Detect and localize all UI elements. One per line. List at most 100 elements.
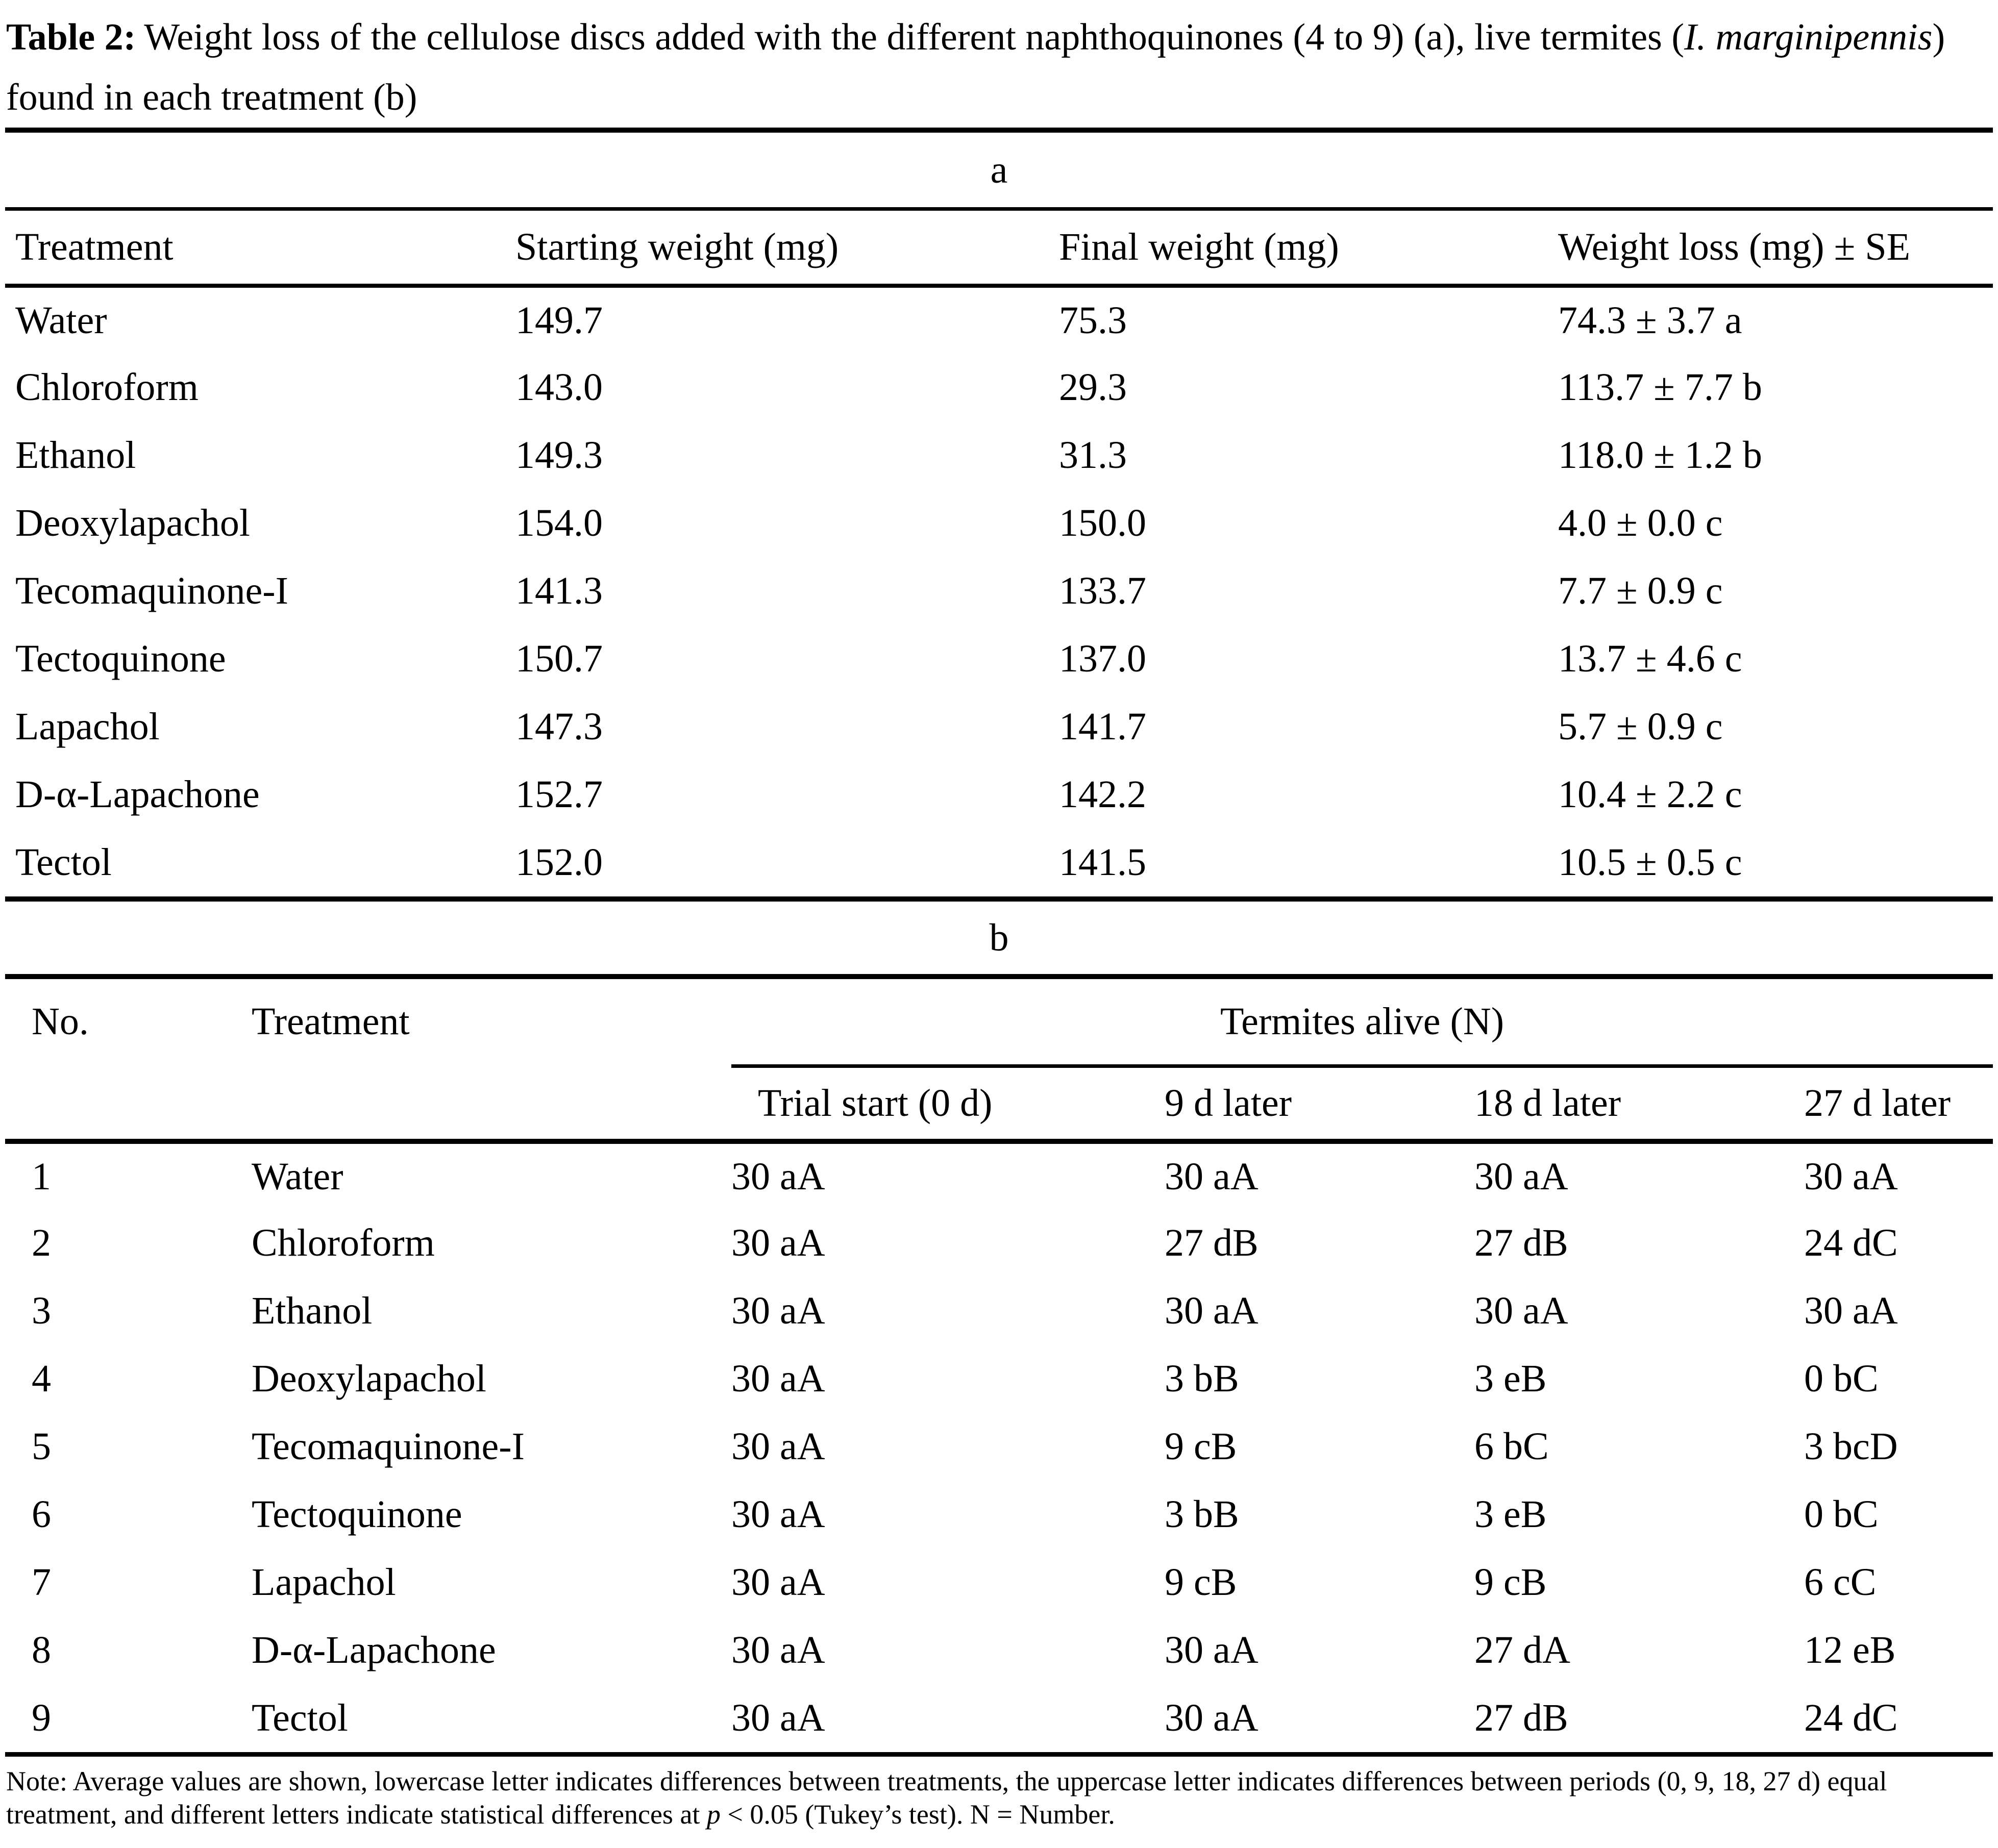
table-row: Water 149.7 75.3 74.3 ± 3.7 a xyxy=(5,286,1993,354)
horizontal-rule-table-b-bottom xyxy=(5,1752,1993,1757)
cell-starting-weight: 143.0 xyxy=(515,366,603,409)
cell-27d: 6 cC xyxy=(1804,1561,1877,1604)
cell-9d: 30 aA xyxy=(1165,1289,1259,1332)
cell-weight-loss: 13.7 ± 4.6 c xyxy=(1558,637,1742,680)
column-header-no: No. xyxy=(5,979,252,1144)
cell-weight-loss: 113.7 ± 7.7 b xyxy=(1558,366,1762,409)
cell-18d: 27 dB xyxy=(1474,1221,1568,1264)
column-header-27d: 27 d later xyxy=(1804,1066,1993,1144)
cell-final-weight: 142.2 xyxy=(1059,773,1146,816)
cell-treatment: Tecomaquinone-I xyxy=(15,569,288,612)
cell-treatment: Tecomaquinone-I xyxy=(252,1425,525,1468)
cell-27d: 3 bcD xyxy=(1804,1425,1898,1468)
cell-18d: 6 bC xyxy=(1474,1425,1549,1468)
cell-starting-weight: 150.7 xyxy=(515,637,603,680)
cell-trial-start: 30 aA xyxy=(731,1155,825,1198)
table-row: Tectol 152.0 141.5 10.5 ± 0.5 c xyxy=(5,829,1993,896)
table-row: Chloroform 143.0 29.3 113.7 ± 7.7 b xyxy=(5,354,1993,421)
cell-final-weight: 31.3 xyxy=(1059,434,1127,477)
table-a: Treatment Starting weight (mg) Final wei… xyxy=(5,211,1993,896)
cell-weight-loss: 10.4 ± 2.2 c xyxy=(1558,773,1742,816)
horizontal-rule-section-b xyxy=(5,974,1993,979)
table-row: 7 Lapachol 30 aA 9 cB 9 cB 6 cC xyxy=(5,1549,1993,1616)
table-row: 8 D-α-Lapachone 30 aA 30 aA 27 dA 12 eB xyxy=(5,1616,1993,1684)
cell-18d: 30 aA xyxy=(1474,1155,1568,1198)
horizontal-rule-section-a xyxy=(5,207,1993,211)
cell-weight-loss: 4.0 ± 0.0 c xyxy=(1558,502,1723,544)
cell-18d: 30 aA xyxy=(1474,1289,1568,1332)
cell-weight-loss: 74.3 ± 3.7 a xyxy=(1558,299,1742,342)
column-header-trial-start: Trial start (0 d) xyxy=(731,1066,1165,1144)
footnote-text-2: < 0.05 (Tukey’s test). N = Number. xyxy=(720,1799,1115,1830)
cell-starting-weight: 149.3 xyxy=(515,434,603,477)
table-caption-text-2: ) found in each treatment (b) xyxy=(6,16,1945,118)
cell-27d: 0 bC xyxy=(1804,1493,1879,1536)
cell-starting-weight: 149.7 xyxy=(515,299,603,342)
cell-9d: 9 cB xyxy=(1165,1425,1237,1468)
column-header-treatment: Treatment xyxy=(5,211,505,288)
table-row: 5 Tecomaquinone-I 30 aA 9 cB 6 bC 3 bcD xyxy=(5,1413,1993,1481)
column-header-final-weight: Final weight (mg) xyxy=(1049,211,1548,288)
cell-9d: 30 aA xyxy=(1165,1696,1259,1739)
cell-trial-start: 30 aA xyxy=(731,1357,825,1400)
cell-treatment: Ethanol xyxy=(252,1289,373,1332)
table-b-subheader-row: Trial start (0 d) 9 d later 18 d later 2… xyxy=(5,1066,1993,1144)
cell-trial-start: 30 aA xyxy=(731,1696,825,1739)
cell-9d: 30 aA xyxy=(1165,1629,1259,1671)
cell-treatment: Chloroform xyxy=(15,366,199,409)
cell-18d: 3 eB xyxy=(1474,1493,1547,1536)
table-b: No. Treatment Termites alive (N) Trial s… xyxy=(5,979,1993,1752)
table-caption-number: Table 2: xyxy=(6,16,136,58)
table-b-header-row: No. Treatment Termites alive (N) xyxy=(5,979,1993,1144)
cell-27d: 24 dC xyxy=(1804,1221,1898,1264)
cell-27d: 12 eB xyxy=(1804,1629,1896,1671)
cell-no: 9 xyxy=(32,1696,51,1739)
cell-18d: 9 cB xyxy=(1474,1561,1547,1604)
table-row: Tectoquinone 150.7 137.0 13.7 ± 4.6 c xyxy=(5,625,1993,693)
cell-treatment: D-α-Lapachone xyxy=(15,773,260,816)
table-row: 2 Chloroform 30 aA 27 dB 27 dB 24 dC xyxy=(5,1209,1993,1277)
column-group-header-termites-alive: Termites alive (N) xyxy=(731,979,1993,1068)
cell-final-weight: 133.7 xyxy=(1059,569,1146,612)
column-header-18d: 18 d later xyxy=(1474,1066,1804,1144)
cell-trial-start: 30 aA xyxy=(731,1221,825,1264)
cell-trial-start: 30 aA xyxy=(731,1289,825,1332)
cell-weight-loss: 10.5 ± 0.5 c xyxy=(1558,841,1742,884)
cell-treatment: Tectol xyxy=(15,841,112,884)
table-row: 9 Tectol 30 aA 30 aA 27 dB 24 dC xyxy=(5,1684,1993,1752)
column-header-starting-weight: Starting weight (mg) xyxy=(505,211,1049,288)
cell-no: 5 xyxy=(32,1425,51,1468)
cell-trial-start: 30 aA xyxy=(731,1425,825,1468)
cell-no: 1 xyxy=(32,1155,51,1198)
cell-27d: 0 bC xyxy=(1804,1357,1879,1400)
table-a-header-row: Treatment Starting weight (mg) Final wei… xyxy=(5,211,1993,288)
cell-treatment: Ethanol xyxy=(15,434,136,477)
cell-treatment: Tectol xyxy=(252,1696,348,1739)
horizontal-rule-top xyxy=(5,128,1993,133)
table-row: Tecomaquinone-I 141.3 133.7 7.7 ± 0.9 c xyxy=(5,557,1993,625)
cell-starting-weight: 154.0 xyxy=(515,502,603,544)
cell-27d: 30 aA xyxy=(1804,1155,1898,1198)
cell-final-weight: 137.0 xyxy=(1059,637,1146,680)
cell-no: 2 xyxy=(32,1221,51,1264)
cell-final-weight: 150.0 xyxy=(1059,502,1146,544)
cell-9d: 3 bB xyxy=(1165,1357,1239,1400)
table-row: Lapachol 147.3 141.7 5.7 ± 0.9 c xyxy=(5,693,1993,761)
table-caption: Table 2: Weight loss of the cellulose dis… xyxy=(5,0,1993,128)
cell-treatment: Tectoquinone xyxy=(15,637,226,680)
cell-final-weight: 75.3 xyxy=(1059,299,1127,342)
cell-treatment: Chloroform xyxy=(252,1221,435,1264)
cell-treatment: Water xyxy=(252,1155,343,1198)
cell-starting-weight: 147.3 xyxy=(515,705,603,748)
cell-treatment: Deoxylapachol xyxy=(252,1357,487,1400)
column-header-treatment: Treatment xyxy=(252,979,731,1144)
cell-9d: 27 dB xyxy=(1165,1221,1259,1264)
species-name: I. marginipennis xyxy=(1684,16,1933,58)
cell-weight-loss: 5.7 ± 0.9 c xyxy=(1558,705,1723,748)
cell-trial-start: 30 aA xyxy=(731,1629,825,1671)
table-row: 1 Water 30 aA 30 aA 30 aA 30 aA xyxy=(5,1141,1993,1209)
section-a-label: a xyxy=(990,148,1008,191)
cell-18d: 3 eB xyxy=(1474,1357,1547,1400)
cell-no: 7 xyxy=(32,1561,51,1604)
